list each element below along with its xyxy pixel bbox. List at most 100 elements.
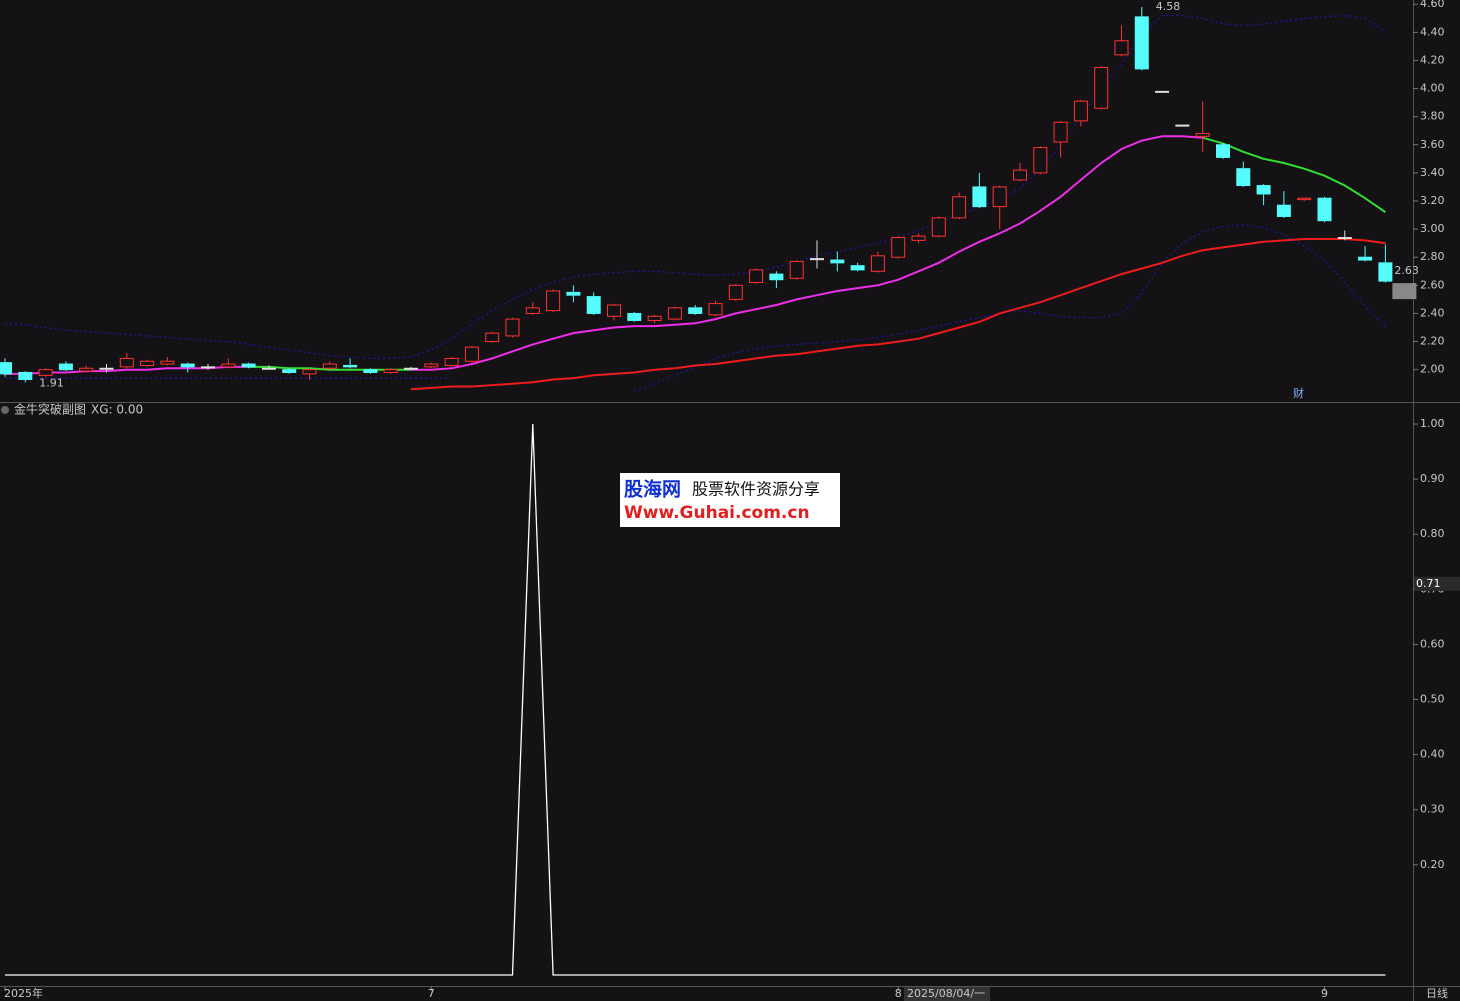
candle-body bbox=[201, 366, 215, 369]
candle-body bbox=[688, 307, 703, 314]
candle-body bbox=[1175, 124, 1190, 127]
candle-body bbox=[667, 307, 682, 320]
candle-body bbox=[241, 363, 256, 368]
y-tick-label: 0.20 bbox=[1420, 858, 1445, 871]
candle-body bbox=[607, 304, 621, 317]
x-tick-label: 2025年 bbox=[4, 986, 43, 1000]
collapse-icon[interactable] bbox=[1, 406, 9, 414]
candle-body bbox=[1256, 185, 1271, 195]
watermark-subtitle: 股票软件资源分享 bbox=[692, 480, 820, 499]
y-tick-label: 1.00 bbox=[1420, 417, 1445, 430]
indicator-title: 金牛突破副图 bbox=[14, 402, 86, 417]
y-tick-label: 3.80 bbox=[1420, 110, 1445, 123]
candle-body bbox=[1073, 100, 1088, 122]
candle-body bbox=[99, 367, 114, 370]
cursor-date: 2025/08/04/一 bbox=[907, 987, 985, 1000]
candle-body bbox=[383, 369, 398, 373]
candle-body bbox=[302, 369, 317, 375]
low-label: 1.91 bbox=[39, 376, 64, 389]
candle-body bbox=[1358, 256, 1373, 261]
moving-average bbox=[410, 238, 1386, 391]
candle-body bbox=[1053, 121, 1068, 143]
candle-body bbox=[343, 364, 358, 368]
candle-body bbox=[180, 363, 195, 368]
candle-body bbox=[261, 367, 276, 370]
watermark-title: 股海网 bbox=[624, 478, 681, 501]
candle-body bbox=[749, 269, 764, 284]
candle-body bbox=[1337, 237, 1352, 240]
y-tick-label: 4.00 bbox=[1420, 82, 1445, 95]
moving-average bbox=[5, 224, 1386, 392]
watermark-url: Www.Guhai.com.cn bbox=[624, 503, 810, 523]
candle-body bbox=[546, 290, 561, 312]
candle-body bbox=[424, 363, 439, 368]
candle-body bbox=[992, 186, 1007, 208]
candle-body bbox=[505, 318, 520, 337]
candle-body bbox=[79, 367, 94, 372]
candle-body bbox=[444, 357, 459, 366]
candle-body bbox=[850, 265, 865, 271]
y-tick-label: 0.40 bbox=[1420, 748, 1445, 761]
candle-body bbox=[1236, 168, 1251, 187]
y-tick-label: 2.60 bbox=[1420, 278, 1445, 291]
candle-body bbox=[1114, 40, 1129, 56]
candle-body bbox=[1297, 197, 1312, 201]
candle-body bbox=[1094, 66, 1109, 109]
candle-body bbox=[1195, 133, 1210, 137]
candle-body bbox=[119, 357, 134, 368]
y-tick-label: 0.50 bbox=[1420, 693, 1445, 706]
candle-body bbox=[363, 369, 378, 373]
candle-body bbox=[810, 258, 824, 261]
indicator-value: XG: 0.00 bbox=[91, 403, 143, 417]
candle-body bbox=[566, 291, 581, 296]
y-tick-label: 2.80 bbox=[1420, 250, 1445, 263]
candle-body bbox=[1033, 147, 1048, 174]
candle-body bbox=[708, 303, 723, 316]
candle-body bbox=[525, 307, 540, 314]
marker-text: 财 bbox=[1293, 386, 1304, 400]
candle-body bbox=[58, 363, 73, 371]
x-tick-label: 7 bbox=[428, 987, 435, 1000]
y-tick-label: 3.40 bbox=[1420, 166, 1445, 179]
indicator-line bbox=[5, 423, 1386, 976]
candle-body bbox=[647, 315, 662, 321]
y-tick-label: 3.20 bbox=[1420, 194, 1445, 207]
x-tick-label: 9 bbox=[1321, 987, 1328, 1000]
candle-body bbox=[485, 332, 500, 343]
high-label: 4.58 bbox=[1156, 0, 1181, 13]
x-tick-label: 8 bbox=[895, 987, 902, 1000]
watermark: 股海网 股票软件资源分享 Www.Guhai.com.cn bbox=[620, 473, 840, 527]
y-tick-label: 2.40 bbox=[1420, 306, 1445, 319]
candle-body bbox=[404, 367, 418, 370]
candle-body bbox=[464, 346, 479, 362]
candle-body bbox=[1013, 169, 1027, 181]
candle-body bbox=[38, 369, 53, 376]
candle-body bbox=[728, 284, 743, 300]
y-tick-label: 0.60 bbox=[1420, 637, 1445, 650]
candle-body bbox=[1216, 144, 1230, 158]
candle-body bbox=[870, 255, 885, 272]
y-tick-label: 4.40 bbox=[1420, 25, 1445, 38]
candle-body bbox=[830, 259, 845, 264]
candle-body bbox=[0, 362, 12, 375]
candle-body bbox=[322, 363, 337, 369]
candle-body bbox=[1276, 204, 1291, 217]
candle-body bbox=[627, 312, 642, 321]
candle-body bbox=[140, 360, 155, 366]
y-tick-label: 4.60 bbox=[1420, 0, 1445, 10]
candle-body bbox=[221, 363, 236, 368]
candle-body bbox=[911, 235, 926, 241]
cursor-label: 0.71 bbox=[1416, 577, 1441, 590]
candle-body bbox=[1155, 90, 1170, 93]
moving-average bbox=[4, 14, 1386, 359]
candle-body bbox=[1378, 262, 1393, 282]
y-tick-label: 0.80 bbox=[1420, 527, 1445, 540]
cursor-box bbox=[1414, 576, 1460, 591]
candle-body bbox=[282, 369, 297, 373]
y-tick-label: 3.60 bbox=[1420, 138, 1445, 151]
candle-body bbox=[972, 186, 987, 208]
candle-body bbox=[1317, 197, 1332, 222]
candle-body bbox=[789, 260, 804, 279]
